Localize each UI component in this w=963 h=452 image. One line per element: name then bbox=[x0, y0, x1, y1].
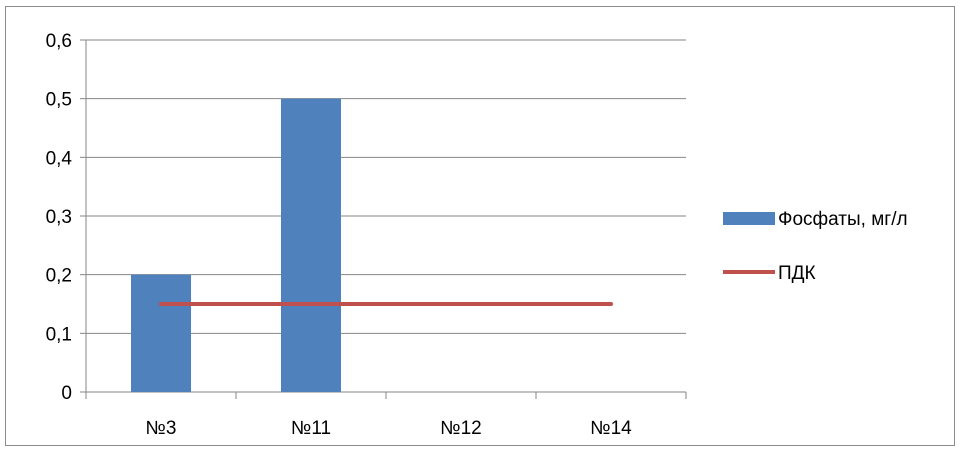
y-tick-label: 0,5 bbox=[46, 90, 72, 111]
x-tick-labels: №3 №11 №12 №14 bbox=[146, 418, 633, 439]
y-tick-label: 0,4 bbox=[46, 148, 73, 169]
x-tick-label: №3 bbox=[146, 418, 177, 439]
y-tick-label: 0,1 bbox=[46, 324, 72, 345]
legend-label: ПДК bbox=[778, 263, 816, 284]
axes bbox=[80, 39, 687, 399]
y-tick-label: 0 bbox=[61, 383, 72, 404]
bar bbox=[131, 274, 191, 392]
bars bbox=[131, 98, 341, 393]
legend-label: Фосфаты, мг/л bbox=[778, 209, 908, 230]
x-tick-label: №12 bbox=[440, 418, 482, 439]
y-tick-label: 0,2 bbox=[46, 266, 72, 287]
legend: Фосфаты, мг/л ПДК bbox=[723, 209, 908, 284]
x-tick-label: №14 bbox=[590, 418, 632, 439]
y-tick-labels: 0 0,1 0,2 0,3 0,4 0,5 0,6 bbox=[46, 31, 73, 404]
y-tick-label: 0,3 bbox=[46, 207, 72, 228]
bar bbox=[281, 98, 341, 393]
legend-swatch bbox=[723, 212, 775, 225]
x-tick-label: №11 bbox=[291, 418, 331, 439]
y-tick-label: 0,6 bbox=[46, 31, 72, 52]
